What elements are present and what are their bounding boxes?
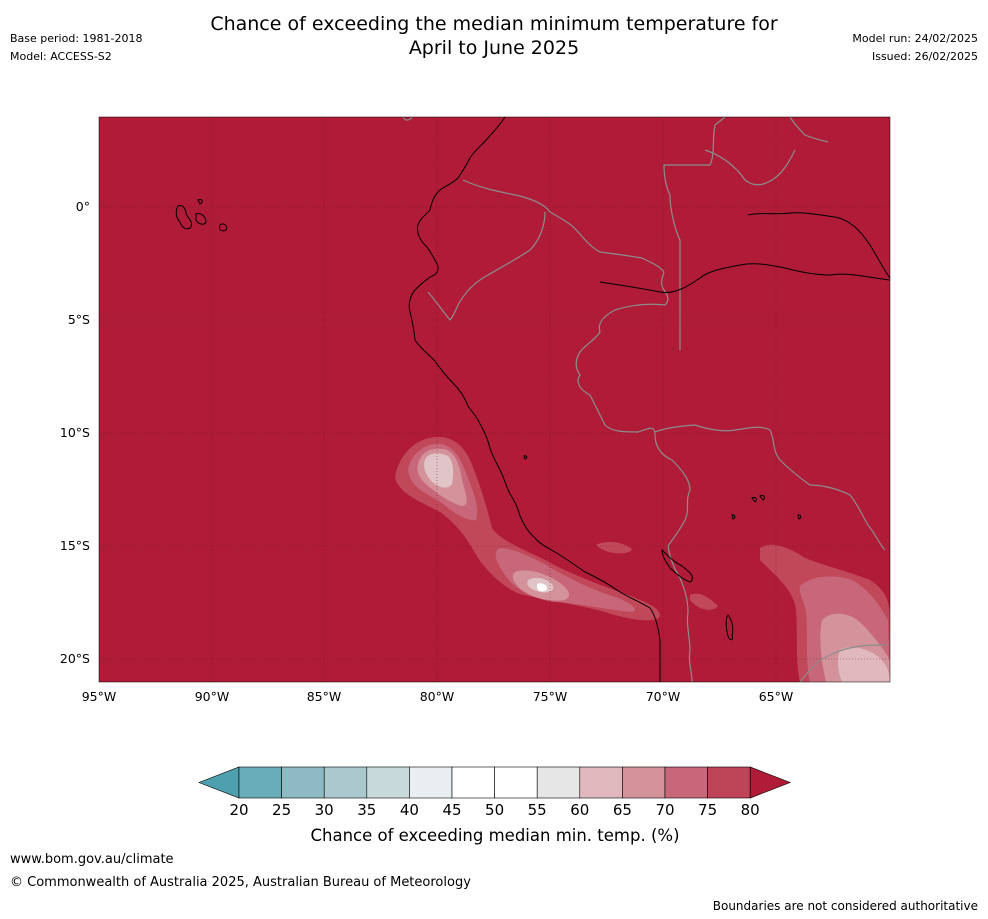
issued-date: Issued: 26/02/2025	[871, 50, 978, 63]
meta-left: Base period: 1981-2018 Model: ACCESS-S2	[10, 30, 142, 66]
colorbar-extend-low	[198, 766, 240, 799]
map-frame	[98, 116, 891, 683]
coastlines	[175, 116, 891, 682]
colorbar-label: Chance of exceeding median min. temp. (%…	[310, 826, 680, 845]
title-line-2: April to June 2025	[408, 37, 580, 59]
lon-label-70w: 70°W	[645, 689, 681, 704]
colorbar-tick-label: 35	[357, 801, 377, 819]
colorbar-segment	[494, 766, 538, 799]
lat-label-10s: 10°S	[59, 425, 90, 440]
contour-east-core	[837, 647, 890, 682]
footer-website: www.bom.gov.au/climate	[10, 852, 174, 867]
colorbar-segment	[664, 766, 708, 799]
colorbar-segment	[238, 766, 282, 799]
colorbar-tick-label: 25	[272, 801, 292, 819]
map-grid	[99, 117, 890, 682]
colorbar-tick-label: 45	[442, 801, 462, 819]
colorbar-tick-label: 20	[229, 801, 249, 819]
title-line-1: Chance of exceeding the median minimum t…	[210, 13, 778, 35]
colorbar-segment	[409, 766, 453, 799]
country-boundaries	[402, 116, 889, 683]
colorbar-tick-label: 50	[485, 801, 505, 819]
colorbar-segment	[622, 766, 666, 799]
lon-label-80w: 80°W	[419, 689, 455, 704]
lon-label-95w: 95°W	[81, 689, 117, 704]
colorbar-segment	[579, 766, 623, 799]
contour-75-80-coast	[417, 448, 570, 601]
meta-right: Model run: 24/02/2025 Issued: 26/02/2025	[852, 30, 978, 66]
colorbar-segment	[451, 766, 495, 799]
lon-label-65w: 65°W	[758, 689, 794, 704]
colorbar-tick-label: 60	[570, 801, 590, 819]
lon-label-75w: 75°W	[532, 689, 568, 704]
lat-label-5s: 5°S	[67, 312, 90, 327]
colorbar-segment	[536, 766, 581, 799]
colorbar-tick-label: 75	[698, 801, 718, 819]
footer-disclaimer: Boundaries are not considered authoritat…	[712, 899, 978, 913]
model-name: Model: ACCESS-S2	[10, 50, 112, 63]
colorbar-segment	[707, 766, 751, 799]
colorbar-tick-label: 55	[527, 801, 547, 819]
chart-title: Chance of exceeding the median minimum t…	[0, 12, 988, 60]
lat-label-0: 0°	[75, 199, 90, 214]
lat-label-20s: 20°S	[59, 651, 90, 666]
colorbar-tick-label: 40	[399, 801, 419, 819]
map-background	[99, 117, 890, 682]
colorbar-extend-high	[749, 766, 792, 799]
colorbar-tick-label: 30	[314, 801, 334, 819]
colorbar-tick-label: 70	[655, 801, 675, 819]
lon-label-90w: 90°W	[194, 689, 230, 704]
base-period: Base period: 1981-2018	[10, 32, 143, 45]
colorbar-segment	[323, 766, 368, 799]
lat-label-15s: 15°S	[59, 538, 90, 553]
contour-80-coast	[423, 453, 554, 593]
colorbar-tick-label: 80	[740, 801, 760, 819]
lon-label-85w: 85°W	[306, 689, 342, 704]
colorbar-tick-label: 65	[612, 801, 632, 819]
probability-contours	[395, 437, 890, 682]
contour-70-75-coast	[408, 443, 636, 612]
colorbar-segment	[366, 766, 410, 799]
model-run: Model run: 24/02/2025	[852, 32, 978, 45]
footer-copyright: © Commonwealth of Australia 2025, Austra…	[10, 875, 471, 890]
colorbar	[198, 766, 792, 799]
colorbar-segment	[281, 766, 325, 799]
contour-white-peak	[537, 583, 547, 592]
